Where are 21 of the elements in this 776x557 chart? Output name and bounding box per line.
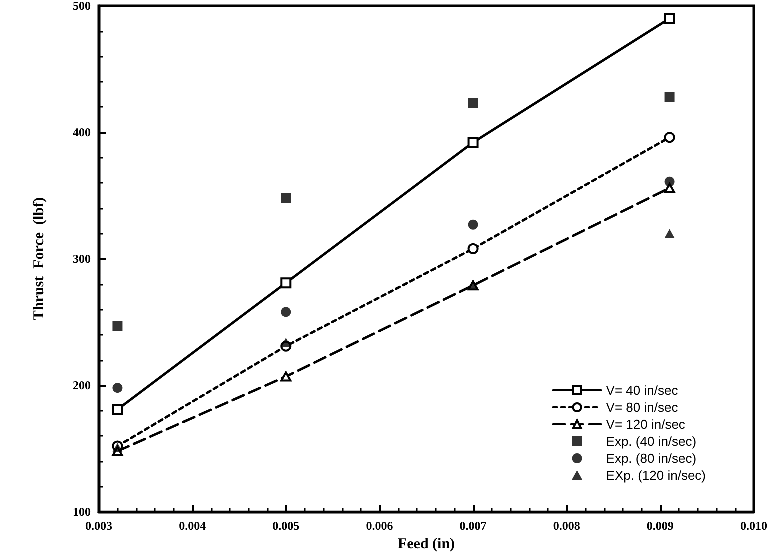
x-tick-label: 0.004: [179, 519, 206, 534]
y-tick-label: 500: [73, 0, 91, 13]
y-tick-label: 300: [73, 252, 91, 266]
y-tick-label: 100: [73, 505, 91, 520]
x-tick-label: 0.009: [646, 519, 674, 534]
y-axis-title: Thrust Force (lbf): [32, 198, 48, 321]
legend-label: Exp. (80 in/sec): [606, 451, 697, 466]
x-axis-title: Feed (in): [398, 536, 456, 552]
x-tick-label: 0.005: [272, 519, 300, 534]
y-tick-label: 200: [73, 378, 91, 393]
x-tick-label: 0.006: [366, 519, 394, 534]
x-tick-label: 0.003: [86, 519, 112, 534]
legend-label: V= 120 in/sec: [606, 417, 686, 432]
x-tick-label: 0.010: [740, 519, 768, 534]
legend-label: EXp. (120 in/sec): [606, 468, 706, 483]
legend-label: V= 40 in/sec: [606, 383, 679, 398]
legend-label: Exp. (40 in/sec): [606, 434, 697, 449]
y-tick-label: 400: [73, 126, 91, 140]
x-tick-label: 0.008: [553, 519, 580, 534]
legend-label: V= 80 in/sec: [606, 400, 679, 415]
x-tick-label: 0.007: [460, 519, 487, 534]
